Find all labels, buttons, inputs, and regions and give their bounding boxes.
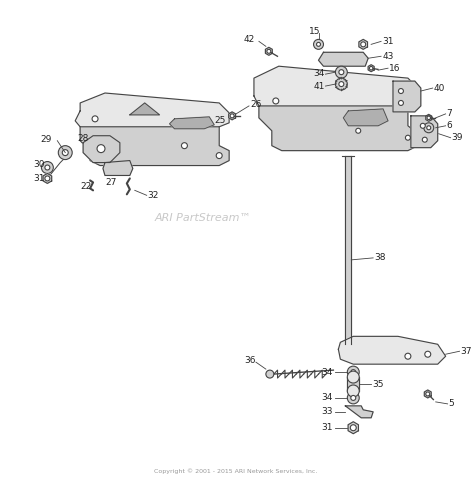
Circle shape (350, 425, 356, 431)
Polygon shape (359, 40, 367, 49)
Circle shape (369, 67, 373, 70)
Text: 43: 43 (382, 52, 393, 61)
Circle shape (267, 49, 271, 53)
Text: ARI PartStream™: ARI PartStream™ (155, 213, 251, 223)
Polygon shape (338, 336, 446, 364)
Circle shape (405, 135, 410, 140)
Text: 35: 35 (372, 380, 383, 388)
Text: 31: 31 (34, 174, 45, 183)
Circle shape (427, 126, 431, 130)
Circle shape (425, 351, 431, 357)
Circle shape (41, 161, 54, 173)
Circle shape (420, 123, 425, 128)
Text: 31: 31 (321, 423, 333, 432)
Polygon shape (265, 47, 272, 55)
Circle shape (347, 385, 359, 397)
Polygon shape (254, 66, 418, 106)
Circle shape (351, 369, 356, 375)
Polygon shape (103, 160, 133, 175)
Text: 42: 42 (244, 35, 255, 44)
Circle shape (45, 176, 50, 181)
Polygon shape (130, 103, 160, 115)
Polygon shape (170, 117, 214, 129)
Circle shape (313, 40, 323, 49)
Text: 34: 34 (321, 394, 333, 402)
Circle shape (356, 128, 361, 133)
Circle shape (230, 114, 234, 118)
Polygon shape (319, 52, 368, 66)
Text: 22: 22 (80, 182, 91, 191)
Circle shape (399, 100, 403, 105)
Text: 39: 39 (452, 133, 463, 142)
Text: 27: 27 (105, 178, 116, 187)
Polygon shape (228, 112, 236, 120)
Circle shape (336, 66, 347, 78)
Text: 5: 5 (448, 399, 455, 409)
Text: 28: 28 (77, 134, 89, 143)
Circle shape (427, 116, 430, 120)
Text: 33: 33 (321, 407, 333, 416)
Text: 7: 7 (447, 109, 452, 118)
Circle shape (58, 146, 72, 159)
Polygon shape (411, 116, 438, 148)
Text: 34: 34 (321, 368, 333, 377)
Text: 31: 31 (382, 37, 393, 46)
Text: 38: 38 (374, 254, 386, 262)
Text: 15: 15 (309, 27, 320, 36)
Polygon shape (424, 390, 431, 398)
Polygon shape (348, 422, 358, 434)
Circle shape (97, 145, 105, 153)
Circle shape (361, 42, 365, 47)
Text: Copyright © 2001 - 2015 ARI Network Services, Inc.: Copyright © 2001 - 2015 ARI Network Serv… (155, 468, 318, 474)
Polygon shape (43, 173, 52, 184)
Text: 40: 40 (434, 84, 445, 93)
Circle shape (266, 370, 274, 378)
Text: 34: 34 (313, 69, 325, 78)
Circle shape (317, 43, 320, 46)
Circle shape (347, 392, 359, 404)
Circle shape (422, 137, 427, 142)
Text: 41: 41 (313, 82, 325, 91)
Circle shape (182, 142, 187, 149)
Text: 6: 6 (447, 121, 452, 130)
Text: 36: 36 (244, 355, 255, 365)
Polygon shape (426, 114, 432, 121)
Circle shape (339, 82, 344, 86)
Polygon shape (83, 136, 120, 163)
Polygon shape (75, 93, 229, 127)
Circle shape (347, 366, 359, 378)
Polygon shape (80, 127, 229, 166)
Circle shape (62, 150, 68, 156)
Circle shape (336, 78, 347, 90)
Polygon shape (343, 109, 388, 126)
Text: 25: 25 (214, 116, 226, 125)
Circle shape (347, 371, 359, 383)
Text: 29: 29 (40, 135, 52, 144)
Circle shape (399, 88, 403, 94)
Circle shape (424, 123, 434, 133)
Circle shape (405, 353, 411, 359)
Text: 30: 30 (34, 160, 45, 169)
Text: 37: 37 (461, 347, 472, 356)
Circle shape (426, 392, 430, 396)
Circle shape (273, 98, 279, 104)
Text: 16: 16 (389, 64, 401, 72)
Text: 32: 32 (148, 191, 159, 200)
Circle shape (216, 153, 222, 158)
Polygon shape (368, 65, 374, 71)
Polygon shape (259, 106, 418, 151)
Circle shape (351, 396, 356, 400)
Circle shape (92, 116, 98, 122)
Circle shape (339, 70, 344, 75)
Polygon shape (393, 81, 421, 112)
Text: 26: 26 (250, 100, 261, 110)
Polygon shape (346, 406, 373, 418)
Circle shape (45, 165, 50, 170)
